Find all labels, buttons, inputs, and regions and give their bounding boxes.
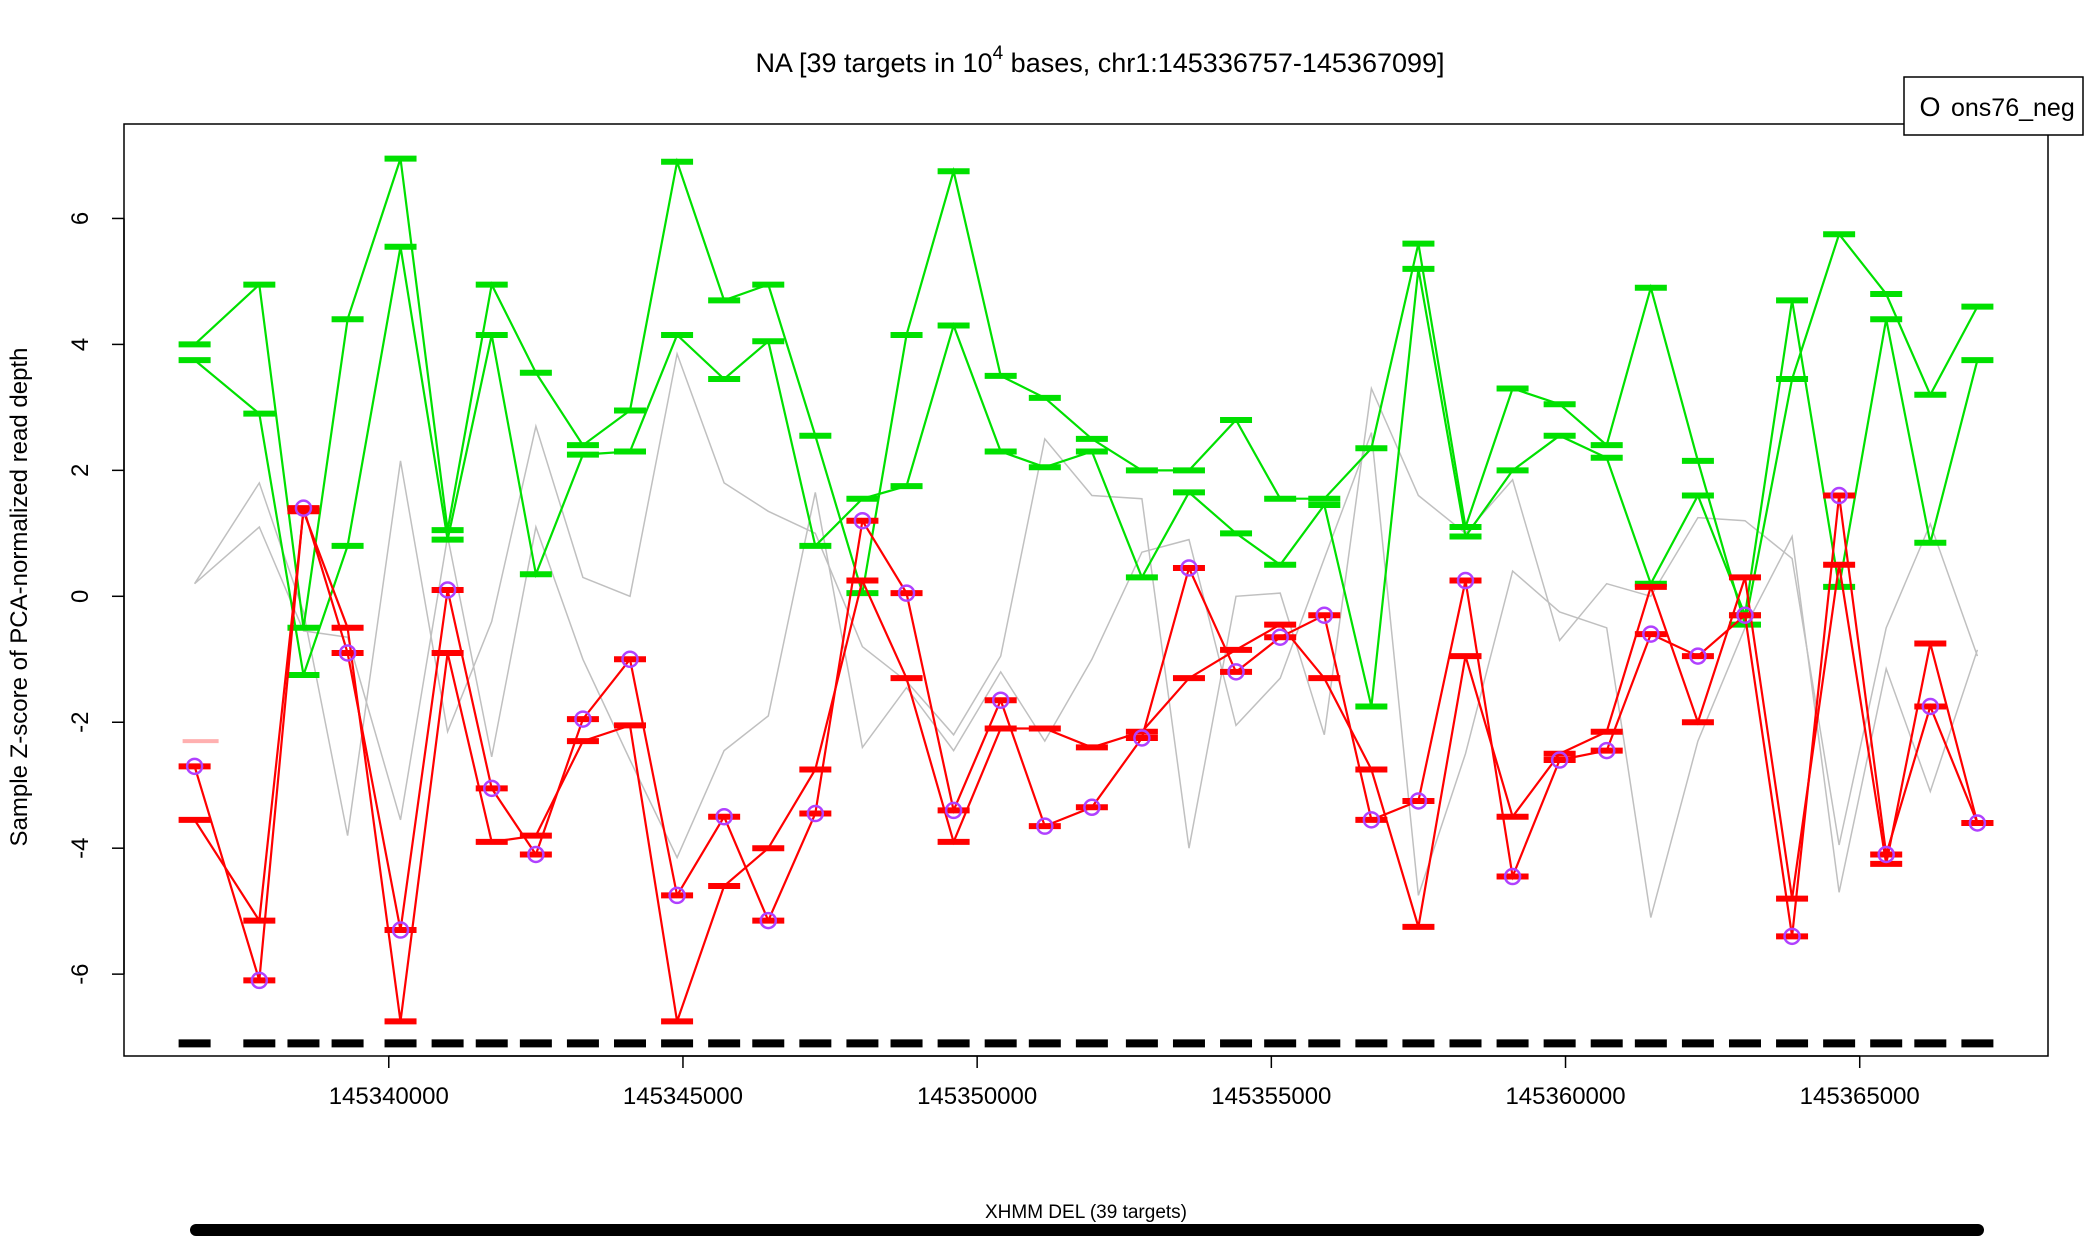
y-axis-label: Sample Z-score of PCA-normalized read de…: [6, 348, 33, 847]
y-tick-label-4: 2: [67, 464, 94, 477]
sample-marker-19: [1083, 798, 1101, 817]
sample-marker-11: [715, 807, 733, 826]
x-tick-label-5: 145365000: [1800, 1083, 1920, 1110]
sample-marker-5: [438, 581, 457, 599]
x-tick-label-1: 145345000: [623, 1083, 743, 1110]
sample-marker-9: [621, 650, 639, 669]
sample-marker-0: [185, 757, 204, 776]
y-tick-label-3: 0: [67, 590, 94, 603]
sample-marker-35: [1830, 486, 1848, 505]
sample-marker-1: [250, 971, 269, 990]
sample-marker-15: [897, 584, 916, 602]
sample-marker-8: [574, 710, 592, 728]
series-line-gray-3: [194, 432, 1979, 918]
sample-marker-16: [944, 801, 963, 820]
plot-frame: [123, 123, 2049, 1057]
sample-marker-33: [1736, 606, 1754, 624]
sample-marker-28: [1503, 867, 1522, 886]
legend-box: [1903, 76, 2084, 136]
sample-marker-23: [1271, 628, 1289, 646]
sample-marker-29: [1550, 751, 1569, 769]
sample-marker-34: [1783, 927, 1801, 946]
sample-marker-24: [1315, 606, 1334, 624]
sample-marker-36: [1877, 845, 1895, 864]
sample-marker-31: [1642, 625, 1660, 643]
sample-marker-13: [806, 804, 825, 823]
y-tick-label-0: -6: [67, 963, 94, 984]
chart-title-exponent: 4: [993, 43, 1004, 64]
sample-marker-2: [294, 499, 313, 517]
plot-area: [178, 155, 1994, 1048]
sample-marker-32: [1689, 647, 1707, 665]
chart-title-suffix: bases, chr1:145336757-145367099]: [1003, 48, 1444, 78]
y-tick-label-5: 4: [67, 338, 94, 351]
legend: O ons76_neg: [1903, 76, 2084, 136]
sample-marker-17: [991, 691, 1010, 709]
sample-marker-10: [668, 886, 686, 905]
sample-marker-30: [1597, 741, 1616, 760]
series-line-green-1: [193, 246, 1979, 707]
x-tick-label-3: 145355000: [1211, 1083, 1331, 1110]
sample-marker-12: [759, 911, 778, 930]
sample-marker-27: [1456, 571, 1475, 590]
y-tick-label-1: -4: [67, 838, 94, 859]
axes: 145340000 145345000 145350000 145355000 1453…: [67, 212, 1920, 1110]
sample-marker-4: [391, 921, 410, 939]
sample-marker-14: [853, 511, 872, 530]
x-tick-label-0: 145340000: [329, 1083, 449, 1110]
y-tick-label-2: -2: [67, 712, 94, 733]
sample-marker-3: [338, 644, 357, 662]
series-line-red-5: [193, 495, 1979, 981]
y-tick-label-6: 6: [67, 212, 94, 225]
sample-marker-38: [1968, 814, 1987, 832]
x-tick-label-4: 145360000: [1505, 1083, 1625, 1110]
legend-symbol: O: [1919, 92, 1940, 122]
sample-marker-37: [1921, 697, 1940, 716]
call-label: XHMM DEL (39 targets): [985, 1202, 1187, 1223]
chart-title-prefix: NA [39 targets in 10: [755, 48, 992, 78]
sample-marker-18: [1036, 817, 1054, 835]
sample-marker-21: [1180, 559, 1198, 577]
legend-label: ons76_neg: [1951, 94, 2075, 122]
sample-marker-20: [1133, 729, 1151, 747]
chart-title: NA [39 targets in 104 bases, chr1:145336…: [755, 43, 1444, 78]
sample-marker-25: [1362, 811, 1381, 829]
series-line-green-0: [193, 157, 1979, 628]
sample-marker-22: [1227, 663, 1245, 681]
series-line-gray-2: [193, 351, 1979, 849]
sample-marker-26: [1409, 792, 1428, 810]
sample-marker-6: [482, 779, 501, 798]
x-tick-label-2: 145350000: [917, 1083, 1037, 1110]
sample-marker-7: [527, 845, 545, 864]
